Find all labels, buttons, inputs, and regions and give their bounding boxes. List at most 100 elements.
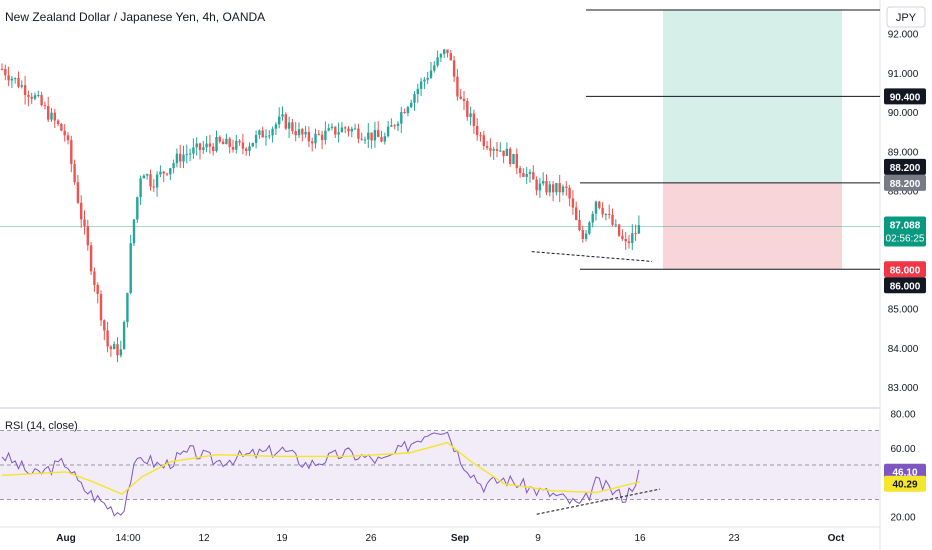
candle-body: [568, 187, 571, 199]
candle-body: [337, 132, 340, 135]
candle-body: [515, 154, 518, 169]
candle-body: [43, 105, 47, 107]
candle-body: [462, 98, 466, 102]
candle-body: [485, 146, 489, 148]
candle-body: [10, 78, 14, 81]
candle-body: [631, 233, 634, 243]
candle-body: [136, 197, 139, 220]
candle-body: [601, 207, 604, 215]
price-tick-label: 84.000: [888, 344, 919, 355]
candle-body: [330, 126, 334, 129]
candle-body: [627, 241, 631, 243]
candle-body: [4, 69, 7, 76]
candle-body: [492, 149, 495, 151]
candle-body: [47, 106, 50, 120]
candle-body: [218, 136, 221, 142]
candle-body: [634, 233, 637, 235]
candle-body: [231, 147, 235, 150]
candle-body: [571, 198, 575, 208]
time-axis[interactable]: Aug 14:00 12 19 26 Sep 9 16 23 Oct: [56, 533, 845, 544]
price-tag-stop-alt-bg[interactable]: [884, 277, 926, 294]
rsi-ma-value-label: 40.29: [892, 480, 917, 491]
candle-body: [324, 130, 327, 141]
candle-body: [198, 143, 202, 150]
price-axis[interactable]: 92.00091.00090.00089.00088.00087.00086.0…: [884, 30, 926, 524]
candle-body: [248, 146, 251, 151]
price-tick-label: 90.000: [888, 108, 919, 119]
candle-body: [469, 113, 472, 117]
candle-body: [522, 173, 525, 177]
candle-body: [459, 96, 462, 99]
time-tick-label: 9: [535, 533, 541, 544]
candle-body: [505, 148, 509, 156]
trendline-segment[interactable]: [531, 251, 653, 262]
candle-body: [406, 107, 410, 114]
candle-body: [423, 79, 426, 82]
candle-body: [584, 233, 588, 239]
candle-body: [287, 122, 291, 129]
candle-body: [20, 85, 23, 87]
candle-body: [429, 70, 433, 78]
candle-body: [433, 65, 436, 71]
candle-body: [548, 184, 551, 193]
candle-body: [538, 183, 542, 191]
candle-body: [489, 147, 492, 151]
rsi-pane: [0, 430, 880, 517]
price-lines[interactable]: [0, 9, 880, 270]
candle-body: [327, 128, 330, 131]
candle-body: [561, 186, 565, 193]
candle-body: [152, 186, 155, 188]
candle-body: [320, 134, 324, 141]
rsi-value-label: 46.10: [892, 468, 917, 479]
candle-body: [23, 85, 27, 95]
candle-body: [367, 132, 370, 140]
candle-body: [578, 219, 581, 231]
time-tick-label: Oct: [828, 533, 845, 544]
candle-body: [126, 292, 129, 323]
candle-body: [268, 135, 271, 137]
price-tag-stop-alt: 86.000: [890, 281, 921, 292]
current-price-tag[interactable]: [884, 216, 926, 247]
candle-body: [132, 219, 136, 244]
candle-body: [542, 181, 545, 184]
rsi-divergence-line: [536, 488, 661, 515]
candle-body: [591, 213, 594, 223]
support-trendline[interactable]: [531, 251, 653, 262]
loss-zone[interactable]: [663, 182, 842, 270]
price-tag-entry-bg[interactable]: [884, 158, 926, 175]
price-tag-entry-alt: 88.200: [890, 179, 921, 190]
candle-body: [192, 147, 195, 154]
candle-body: [274, 124, 278, 129]
candle-body: [383, 136, 386, 142]
currency-button[interactable]: [886, 6, 926, 28]
candle-body: [340, 127, 344, 133]
candle-body: [142, 175, 146, 179]
time-tick-label: Aug: [56, 533, 75, 544]
price-tag-target-bg[interactable]: [884, 88, 926, 105]
candle-body: [499, 150, 502, 152]
rsi-ma-value-tag[interactable]: [884, 475, 926, 492]
candle-body: [545, 181, 548, 193]
candle-body: [149, 174, 152, 187]
price-tag-stop-bg[interactable]: [884, 261, 926, 278]
chart-title: New Zealand Dollar / Japanese Yen, 4h, O…: [5, 10, 265, 24]
candle-body: [172, 163, 175, 169]
time-tick-label: 26: [365, 533, 377, 544]
price-tag-entry-alt-bg[interactable]: [884, 174, 926, 191]
candle-body: [317, 133, 320, 135]
candle-body: [33, 95, 37, 99]
candle-body: [70, 140, 73, 165]
candle-body: [155, 174, 159, 188]
candle-body: [278, 116, 281, 125]
candle-body: [604, 213, 608, 215]
candle-body: [241, 142, 245, 149]
candle-body: [380, 136, 383, 142]
candle-body: [294, 131, 297, 136]
candle-body: [297, 129, 301, 136]
long-position-tool[interactable]: [663, 10, 842, 270]
candle-body: [419, 81, 423, 89]
candle-body: [456, 76, 459, 97]
candle-body: [89, 245, 93, 272]
candle-body: [416, 88, 419, 95]
